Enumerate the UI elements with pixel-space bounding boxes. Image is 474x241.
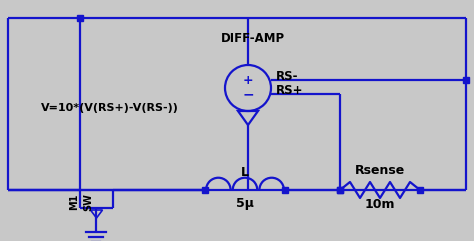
- Text: DIFF-AMP: DIFF-AMP: [221, 32, 285, 45]
- Text: Rsense: Rsense: [355, 163, 405, 176]
- Text: L: L: [241, 166, 249, 179]
- Text: V=10*(V(RS+)-V(RS-)): V=10*(V(RS+)-V(RS-)): [41, 103, 179, 113]
- Text: 5μ: 5μ: [236, 198, 254, 210]
- Text: RS+: RS+: [276, 83, 303, 96]
- Text: M1: M1: [69, 194, 79, 210]
- Text: +: +: [243, 74, 253, 87]
- Text: RS-: RS-: [276, 69, 299, 82]
- Text: 10m: 10m: [365, 198, 395, 210]
- Text: SW: SW: [83, 193, 93, 211]
- Text: −: −: [242, 87, 254, 101]
